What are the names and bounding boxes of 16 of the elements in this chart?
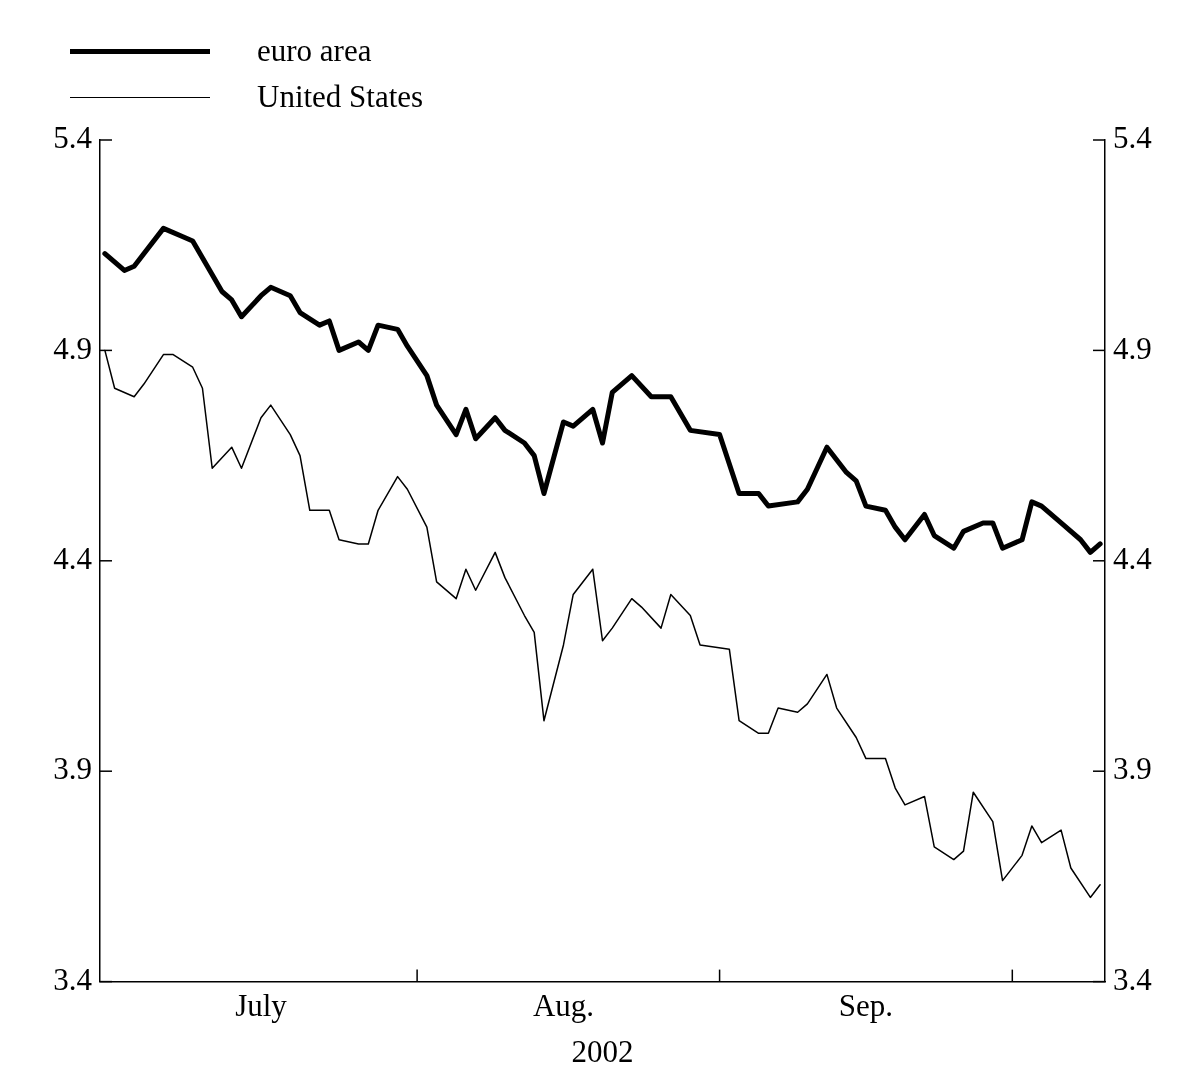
y-tick-label: 4.9 xyxy=(53,330,92,366)
x-tick-label: Aug. xyxy=(532,988,595,1024)
y2-tick-label: 3.9 xyxy=(1113,751,1152,787)
y2-tick-label: 3.4 xyxy=(1113,961,1153,997)
y-tick-label: 3.4 xyxy=(53,961,93,997)
y-tick-label: 4.4 xyxy=(53,540,93,576)
y2-tick-label: 5.4 xyxy=(1113,120,1153,156)
x-axis-title: 2002 xyxy=(571,1033,634,1069)
legend-label: euro area xyxy=(257,33,372,69)
x-tick-label: Sep. xyxy=(838,988,894,1024)
y2-tick-label: 4.4 xyxy=(1113,540,1153,576)
x-tick-label: July xyxy=(235,988,288,1024)
y-tick-label: 3.9 xyxy=(53,751,92,787)
y-tick-label: 5.4 xyxy=(53,120,93,156)
legend-label: United States xyxy=(257,79,424,115)
y2-tick-label: 4.9 xyxy=(1113,330,1152,366)
